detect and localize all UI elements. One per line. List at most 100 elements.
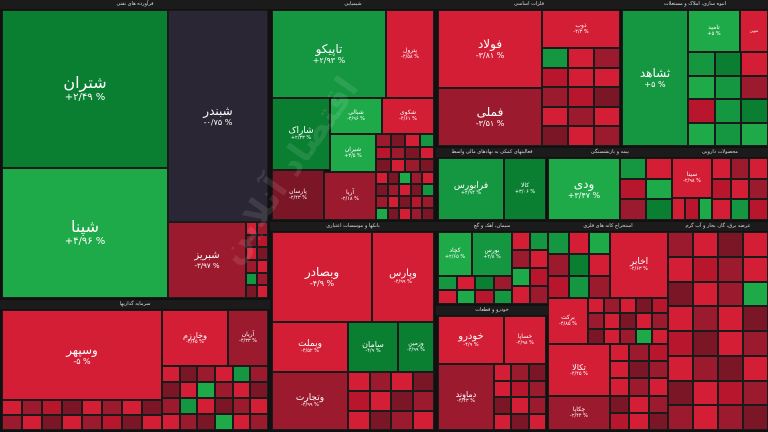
symbol: شبالی [348, 108, 364, 116]
tile-tkolah[interactable]: تکالا -۴/۴۵ % [548, 344, 610, 396]
symbol: وبصادر [304, 264, 340, 279]
symbol: تکالا [572, 362, 586, 372]
tile-kchad[interactable]: کچاد +۲/۶۵ % [438, 232, 472, 276]
tile-shkolar[interactable]: شکوی -۴/۶۱ % [382, 98, 434, 134]
change: -۳/۹۷ % [194, 261, 220, 270]
tile-tile[interactable]: تنوین [740, 10, 768, 52]
tile-mosaic [668, 232, 768, 430]
tile-vamin[interactable]: وزمین -۴/۹۹ % [398, 322, 434, 372]
tile-tamid[interactable]: تامید +۵ % [688, 10, 740, 52]
tile-parsan[interactable]: پارسان -۲/۴۳ % [272, 170, 324, 220]
sector-metals: فلزات اساسی فولاد -۳/۸۱ % فملی -۳/۵۱ % ذ… [436, 0, 622, 148]
symbol: شتران [63, 73, 107, 93]
change: +۴/۹۴ % [460, 190, 482, 197]
tile-shiran[interactable]: شیران +۳/۵ % [330, 134, 376, 172]
change: -۴/۴۵ % [570, 370, 588, 377]
tile-zob[interactable]: ذوب -۴/۳ % [542, 10, 620, 48]
sector-title: فلزات اساسی [436, 0, 622, 9]
tile-petrol[interactable]: پترول -۴/۵۸ % [386, 10, 434, 98]
symbol: شپنا [71, 217, 99, 237]
tile-faravar[interactable]: فرابورس +۴/۹۴ % [438, 158, 504, 220]
sector-title: عرضه برق، گاز، بخار و آب گرم [668, 222, 768, 231]
tile-tapiko[interactable]: تاپیکو +۲/۹۳ % [272, 10, 386, 98]
symbol: اخابر [629, 256, 649, 267]
change: +۲/۴۹ % [64, 92, 106, 104]
symbol: چکاپا [572, 405, 586, 413]
sector-title: فعالیتهای کمکی به نهادهای مالی واسط [436, 148, 548, 157]
change: +۲/۳۳ % [290, 135, 312, 142]
tile-sina[interactable]: سینا -۲/۹۸ % [672, 158, 712, 198]
tile-shbriz[interactable]: شبریز -۳/۹۷ % [168, 222, 246, 298]
tile-shapna[interactable]: شپنا +۴/۹۶ % [2, 168, 168, 298]
tile-barkat[interactable]: برکت -۴/۸۵ % [548, 298, 588, 344]
change: -۴/۹ % [309, 279, 335, 289]
symbol: سینا [686, 170, 698, 178]
tile-vdi[interactable]: ودی +۳/۴۷ % [548, 158, 620, 220]
tile-ekhtiar[interactable]: اخابر -۴/۶۳ % [610, 232, 668, 298]
change: -۴/۳ % [573, 28, 589, 35]
sector-title: فرآورده های نفتی [0, 0, 270, 9]
tile-vasahim[interactable]: وسپهر -۵ % [2, 310, 162, 400]
tile-shetran[interactable]: شتران +۲/۴۹ % [2, 10, 168, 168]
sector-title: بانکها و موسسات اعتباری [270, 222, 436, 231]
tile-vbsader[interactable]: وبصادر -۴/۹ % [272, 232, 372, 322]
symbol: وزمین [408, 339, 424, 347]
tile-sharak[interactable]: شاراک +۲/۳۳ % [272, 98, 330, 170]
change: -۴/۴۳ % [457, 397, 475, 404]
tile-arian[interactable]: آریان -۴/۳۳ % [228, 310, 268, 366]
change: +۳/۴۷ % [567, 191, 601, 201]
change: -۴/۳۳ % [239, 337, 257, 344]
sector-food: فعالیتهای کمکی به نهادهای مالی واسط فراب… [436, 148, 548, 222]
change: -۴/۶۳ % [630, 266, 648, 273]
tile-saman[interactable]: سامان -۴/۹ % [348, 322, 398, 372]
tile-shabali[interactable]: شبالی -۴/۹۶ % [330, 98, 382, 134]
sector-cement: سیمان، آهک و گچ بورس +۲/۸ % کچاد +۲/۶۵ % [436, 222, 548, 306]
tile-mosaic [672, 198, 712, 220]
symbol: فملی [476, 104, 504, 119]
symbol: تاپیکو [315, 41, 343, 56]
change: +۲/۹۳ % [312, 56, 346, 66]
tile-mosaic [712, 158, 768, 220]
change: -۲/۴۳ % [289, 194, 307, 201]
symbol: تامید [708, 23, 720, 31]
tile-chkapa[interactable]: چکاپا -۲/۴۴ % [548, 396, 610, 430]
tile-vkharazm[interactable]: وخارزم -۴/۶۵ % [162, 310, 228, 366]
tile-boors[interactable]: بورس +۲/۸ % [472, 232, 512, 276]
change: +۴/۹۶ % [64, 236, 106, 248]
tile-vtejarat[interactable]: وتجارت -۴/۹۹ % [272, 372, 348, 430]
symbol: فولاد [477, 36, 503, 51]
sector-title: خودرو و قطعات [436, 306, 548, 315]
tile-kala[interactable]: کالا +۳/۰۶ % [504, 158, 546, 220]
tile-khodro[interactable]: خودرو -۴/۹ % [438, 316, 504, 364]
sector-title: شیمیایی [270, 0, 436, 9]
tile-vpars[interactable]: وپارس -۴/۹۹ % [372, 232, 434, 322]
tile-folad[interactable]: فولاد -۳/۸۱ % [438, 10, 542, 88]
tile-mosaic [542, 48, 620, 146]
tile-mosaic [246, 222, 268, 298]
tile-mosaic [162, 366, 268, 430]
change: -۴/۶۵ % [186, 338, 204, 345]
symbol: خساپا [517, 332, 533, 340]
change: -۴/۹۶ % [347, 115, 365, 122]
tile-fameli[interactable]: فملی -۳/۵۱ % [438, 88, 542, 146]
sector-retail: عرضه برق، گاز، بخار و آب گرم [668, 222, 768, 432]
tile-khsapa[interactable]: خساپا -۴/۹۸ % [504, 316, 546, 364]
tile-damavand[interactable]: دماوند -۴/۴۳ % [438, 364, 494, 430]
symbol: پترول [402, 46, 418, 54]
tile-shbandar[interactable]: شبندر -۰/۷۵ % [168, 10, 268, 222]
symbol: فرابورس [453, 180, 489, 191]
sector-title: محصولات دارویی [672, 148, 768, 157]
symbol: بورس [484, 246, 500, 254]
change: +۵ % [644, 80, 666, 90]
tile-aria[interactable]: آریا -۲/۱۸ % [324, 172, 376, 220]
change: -۳/۸۱ % [475, 51, 505, 61]
sector-auto: خودرو و قطعات خودرو -۴/۹ % خساپا -۴/۹۸ %… [436, 306, 548, 432]
change: -۴/۹۹ % [394, 278, 412, 285]
symbol: آریان [241, 330, 255, 338]
symbol: ذوب [575, 21, 587, 29]
symbol: دماوند [455, 389, 477, 399]
tile-shahed[interactable]: ثشاهد +۵ % [622, 10, 688, 146]
tile-mosaic [620, 158, 672, 220]
tile-vbmelat[interactable]: وبملت -۴/۵۲ % [272, 322, 348, 372]
change: +۳/۵ % [344, 152, 362, 159]
